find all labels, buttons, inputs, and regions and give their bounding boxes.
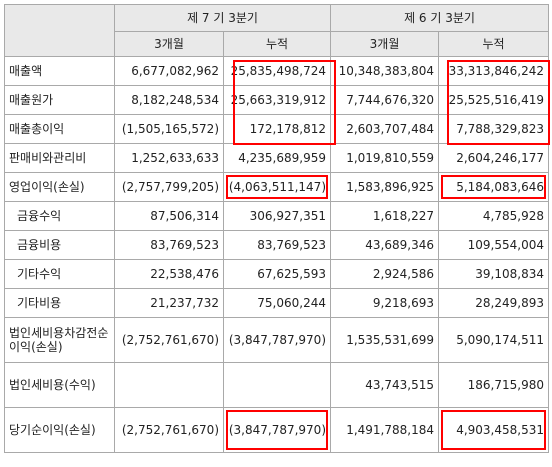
header-corner — [4, 4, 115, 57]
table-cell: 25,835,498,724 — [223, 56, 331, 86]
table-cell: 25,525,516,419 — [438, 85, 549, 115]
table-cell: (2,757,799,205) — [114, 172, 224, 202]
row-label-net-income: 당기순이익(손실) — [4, 407, 115, 453]
table-cell: 109,554,004 — [438, 230, 549, 260]
table-cell — [114, 362, 224, 408]
income-statement-container: 제 7 기 3분기 제 6 기 3분기 3개월 누적 3개월 누적 매출액 6,… — [4, 4, 550, 453]
row-label-finance-income: 금융수익 — [4, 201, 115, 231]
cell-value: 5,184,083,646 — [456, 180, 544, 194]
table-row: 당기순이익(손실) (2,752,761,670) (3,847,787,970… — [4, 407, 549, 453]
table-cell-highlighted: (4,063,511,147) — [223, 172, 331, 202]
table-cell: 43,689,346 — [330, 230, 439, 260]
row-label-pretax-income: 법인세비용차감전순이익(손실) — [4, 317, 115, 363]
row-label-finance-cost: 금융비용 — [4, 230, 115, 260]
row-label-operating-income: 영업이익(손실) — [4, 172, 115, 202]
row-label-sga: 판매비와관리비 — [4, 143, 115, 173]
table-row: 금융비용 83,769,523 83,769,523 43,689,346 10… — [4, 230, 549, 260]
table-cell: (2,752,761,670) — [114, 407, 224, 453]
table-cell: 87,506,314 — [114, 201, 224, 231]
header-p6-3months: 3개월 — [330, 31, 439, 57]
header-p6-cumulative: 누적 — [438, 31, 549, 57]
table-cell: 5,090,174,511 — [438, 317, 549, 363]
row-label-cost-of-sales: 매출원가 — [4, 85, 115, 115]
header-row-period: 제 7 기 3분기 제 6 기 3분기 — [4, 4, 549, 57]
cell-value: 4,903,458,531 — [456, 423, 544, 437]
table-cell: (3,847,787,970) — [223, 317, 331, 363]
table-row: 매출액 6,677,082,962 25,835,498,724 10,348,… — [4, 56, 549, 86]
cell-value: (4,063,511,147) — [228, 180, 326, 194]
header-period-7: 제 7 기 3분기 — [114, 4, 331, 32]
table-cell-highlighted: 4,903,458,531 — [438, 407, 549, 453]
table-cell: 22,538,476 — [114, 259, 224, 289]
table-cell: 8,182,248,534 — [114, 85, 224, 115]
table-row: 기타수익 22,538,476 67,625,593 2,924,586 39,… — [4, 259, 549, 289]
table-cell: 4,785,928 — [438, 201, 549, 231]
table-cell: 2,924,586 — [330, 259, 439, 289]
row-label-other-income: 기타수익 — [4, 259, 115, 289]
header-row-type: 3개월 누적 3개월 누적 — [5, 31, 549, 57]
table-cell: 172,178,812 — [223, 114, 331, 144]
table-cell: 2,604,246,177 — [438, 143, 549, 173]
row-label-other-expense: 기타비용 — [4, 288, 115, 318]
table-cell: 306,927,351 — [223, 201, 331, 231]
table-cell: 1,491,788,184 — [330, 407, 439, 453]
table-cell: 4,235,689,959 — [223, 143, 331, 173]
table-cell: 28,249,893 — [438, 288, 549, 318]
table-cell — [223, 362, 331, 408]
table-cell: 83,769,523 — [114, 230, 224, 260]
table-row: 법인세비용(수익) 43,743,515 186,715,980 — [4, 362, 549, 408]
table-cell: 25,663,319,912 — [223, 85, 331, 115]
table-cell: (2,752,761,670) — [114, 317, 224, 363]
table-cell: 1,583,896,925 — [330, 172, 439, 202]
row-label-revenue: 매출액 — [4, 56, 115, 86]
table-cell: 1,618,227 — [330, 201, 439, 231]
income-statement-table: 제 7 기 3분기 제 6 기 3분기 3개월 누적 3개월 누적 매출액 6,… — [4, 4, 549, 453]
table-row: 법인세비용차감전순이익(손실) (2,752,761,670) (3,847,7… — [4, 317, 549, 363]
table-row: 판매비와관리비 1,252,633,633 4,235,689,959 1,01… — [4, 143, 549, 173]
table-cell: 7,788,329,823 — [438, 114, 549, 144]
table-cell: 1,535,531,699 — [330, 317, 439, 363]
table-cell: 7,744,676,320 — [330, 85, 439, 115]
table-cell: 1,252,633,633 — [114, 143, 224, 173]
table-cell: 43,743,515 — [330, 362, 439, 408]
table-cell: 39,108,834 — [438, 259, 549, 289]
header-p7-3months: 3개월 — [114, 31, 224, 57]
table-cell: 21,237,732 — [114, 288, 224, 318]
table-cell: 186,715,980 — [438, 362, 549, 408]
table-cell: 9,218,693 — [330, 288, 439, 318]
table-cell: 10,348,383,804 — [330, 56, 439, 86]
cell-value: (3,847,787,970) — [228, 423, 326, 437]
header-period-6: 제 6 기 3분기 — [330, 4, 549, 32]
table-cell: 33,313,846,242 — [438, 56, 549, 86]
table-cell: 2,603,707,484 — [330, 114, 439, 144]
table-cell: 6,677,082,962 — [114, 56, 224, 86]
table-cell: 1,019,810,559 — [330, 143, 439, 173]
table-row: 매출원가 8,182,248,534 25,663,319,912 7,744,… — [4, 85, 549, 115]
header-p7-cumulative: 누적 — [223, 31, 331, 57]
row-label-income-tax: 법인세비용(수익) — [4, 362, 115, 408]
table-cell: (1,505,165,572) — [114, 114, 224, 144]
table-row: 영업이익(손실) (2,757,799,205) (4,063,511,147)… — [4, 172, 549, 202]
table-row: 기타비용 21,237,732 75,060,244 9,218,693 28,… — [4, 288, 549, 318]
table-cell-highlighted: (3,847,787,970) — [223, 407, 331, 453]
table-cell-highlighted: 5,184,083,646 — [438, 172, 549, 202]
row-label-gross-profit: 매출총이익 — [4, 114, 115, 144]
table-cell: 83,769,523 — [223, 230, 331, 260]
table-cell: 75,060,244 — [223, 288, 331, 318]
table-row: 금융수익 87,506,314 306,927,351 1,618,227 4,… — [4, 201, 549, 231]
table-cell: 67,625,593 — [223, 259, 331, 289]
table-row: 매출총이익 (1,505,165,572) 172,178,812 2,603,… — [4, 114, 549, 144]
